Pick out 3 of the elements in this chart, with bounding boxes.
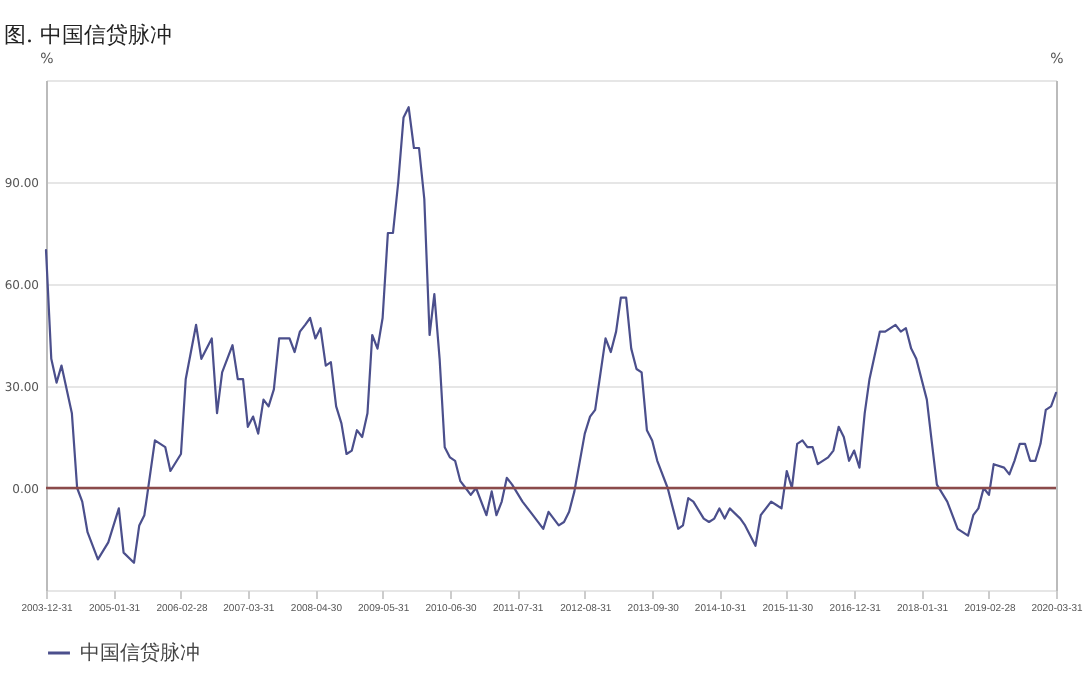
chart-title: 图. 中国信贷脉冲 bbox=[4, 22, 172, 48]
line-series bbox=[44, 106, 1058, 564]
legend-label: 中国信贷脉冲 bbox=[80, 641, 200, 665]
